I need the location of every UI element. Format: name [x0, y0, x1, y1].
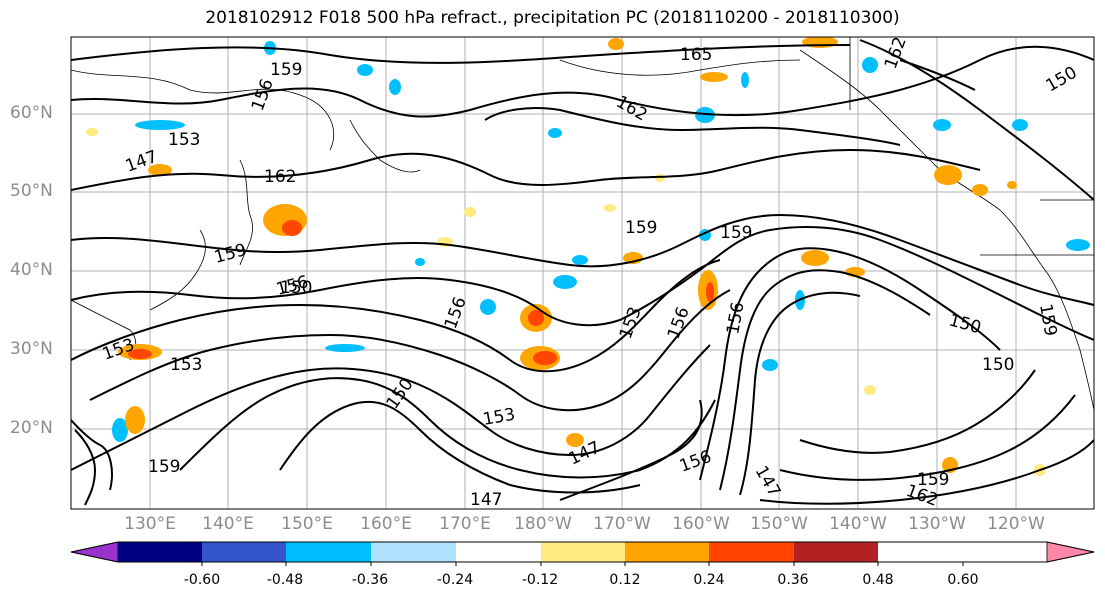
colorbar-tick-label: 0.36 [777, 572, 809, 588]
colorbar-segment [118, 542, 202, 562]
colorbar-segment [541, 542, 625, 562]
contour-label: 165 [680, 45, 712, 65]
contour-label: 153 [170, 355, 202, 375]
colorbar-tick-label: 0.12 [609, 572, 641, 588]
refractivity-contours [71, 39, 1094, 506]
lon-label: 140°W [829, 514, 887, 534]
lat-label: 60°N [10, 103, 53, 123]
contour-label: 162 [264, 167, 296, 187]
contour-label: 159 [148, 457, 180, 477]
contour-label: 153 [168, 130, 200, 150]
lat-label: 50°N [10, 181, 53, 201]
contour-label: 147 [470, 490, 502, 510]
colorbar-tick-label: -0.12 [521, 572, 559, 588]
colorbar-tick-label: -0.36 [351, 572, 389, 588]
colorbar-tick-label: -0.60 [183, 572, 221, 588]
colorbar-segment [371, 542, 456, 562]
colorbar-segment [709, 542, 794, 562]
lon-label: 130°W [908, 514, 966, 534]
map-title: 2018102912 F018 500 hPa refract., precip… [205, 8, 900, 28]
gridlines [71, 37, 1094, 509]
lon-label: 150°E [281, 514, 333, 534]
contour-label: 159 [625, 218, 657, 238]
contour-label: 150 [982, 355, 1014, 375]
lon-label: 130°E [124, 514, 176, 534]
colorbar-tick-label: 0.48 [862, 572, 894, 588]
lat-label: 20°N [10, 418, 53, 438]
contour-label: 159 [917, 470, 949, 490]
lon-label: 120°W [987, 514, 1045, 534]
lon-label: 170°W [593, 514, 651, 534]
colorbar-tick-label: -0.48 [266, 572, 304, 588]
contour-label: 159 [720, 223, 752, 243]
colorbar-segment [202, 542, 286, 562]
colorbar-tick-label: 0.60 [947, 572, 979, 588]
lon-label: 150°W [750, 514, 808, 534]
colorbar-segment [625, 542, 709, 562]
colorbar-outline [70, 541, 1095, 563]
colorbar-segment [794, 542, 878, 562]
lon-label: 140°E [202, 514, 254, 534]
contour-label: 150 [280, 278, 312, 298]
colorbar-segment [286, 542, 371, 562]
contour-label: 159 [270, 60, 302, 80]
lon-label: 180°W [514, 514, 572, 534]
colorbar-extend-max [1046, 541, 1095, 563]
colorbar-segment [456, 542, 541, 562]
colorbar-tick-label: -0.24 [436, 572, 474, 588]
map-frame [70, 36, 1095, 510]
lon-label: 160°E [360, 514, 412, 534]
lat-label: 40°N [10, 260, 53, 280]
lon-label: 160°W [672, 514, 730, 534]
colorbar-extend-min [70, 541, 119, 563]
colorbar [70, 541, 1095, 566]
lat-label: 30°N [10, 339, 53, 359]
colorbar-tick-label: 0.24 [693, 572, 725, 588]
lon-label: 170°E [439, 514, 491, 534]
